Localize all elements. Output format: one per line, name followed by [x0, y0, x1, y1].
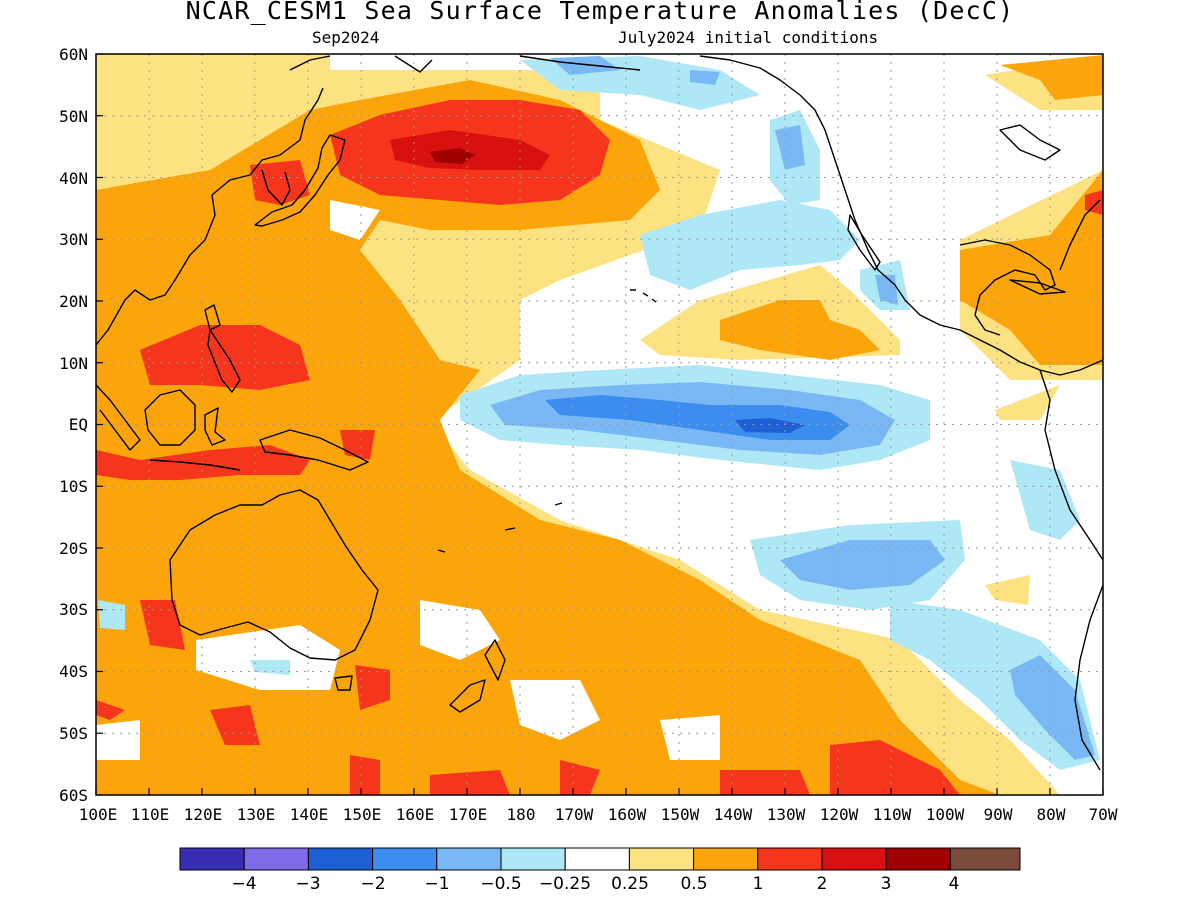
colorbar-swatch — [693, 847, 759, 871]
lon-label: 150E — [343, 805, 382, 824]
warm-region-orange — [96, 80, 1000, 795]
lat-label: 60S — [59, 786, 88, 805]
cool-region-lightblue — [640, 200, 860, 290]
lon-label: 130E — [237, 805, 276, 824]
lon-label: 170W — [555, 805, 594, 824]
lat-label: 10S — [59, 477, 88, 496]
lon-label: 150W — [661, 805, 700, 824]
lon-label: 110E — [131, 805, 170, 824]
colorbar-swatch — [949, 847, 1021, 871]
colorbar-swatch — [757, 847, 823, 871]
colorbar-swatch — [307, 847, 374, 871]
axis-ticks — [95, 53, 1104, 796]
lat-label: 60N — [59, 45, 88, 64]
colorbar-label: −1 — [424, 874, 449, 894]
lat-label: 10N — [59, 354, 88, 373]
colorbar-swatch — [628, 847, 695, 871]
lon-label: 180 — [507, 805, 536, 824]
lon-label: 70W — [1089, 805, 1118, 824]
init-conditions-label: July2024 initial conditions — [618, 28, 879, 47]
lat-label: 30S — [59, 600, 88, 619]
lon-label: 130W — [767, 805, 806, 824]
colorbar-label: 0.25 — [611, 874, 649, 894]
lon-label: 160W — [608, 805, 647, 824]
map-title: NCAR_CESM1 Sea Surface Temperature Anoma… — [185, 0, 1015, 25]
colorbar-label: −0.5 — [480, 874, 521, 894]
colorbar-label: −4 — [231, 874, 256, 894]
colorbar-label: 1 — [753, 874, 764, 894]
colorbar: −4 −3 −2 −1 −0.5 −0.25 0.25 0.5 1 2 3 4 — [179, 847, 1021, 894]
lat-label: 50N — [59, 107, 88, 126]
lon-label: 140E — [290, 805, 329, 824]
colorbar-label: 0.5 — [680, 874, 707, 894]
lat-label: 20N — [59, 292, 88, 311]
lon-label: 140W — [714, 805, 753, 824]
colorbar-label: −0.25 — [539, 874, 591, 894]
latitude-axis: 60N 50N 40N 30N 20N 10N EQ 10S 20S 30S 4… — [59, 45, 88, 805]
colorbar-label: 4 — [949, 874, 960, 894]
colorbar-swatch — [372, 847, 438, 871]
warm-core-darkred — [390, 130, 550, 170]
colorbar-label: −2 — [360, 874, 385, 894]
lon-label: 100W — [926, 805, 965, 824]
lon-label: 170E — [449, 805, 488, 824]
lat-label: 20S — [59, 539, 88, 558]
colorbar-swatch — [243, 847, 309, 871]
colorbar-swatch — [179, 847, 245, 871]
lat-label: EQ — [69, 415, 88, 434]
lat-label: 40N — [59, 169, 88, 188]
colorbar-swatch — [436, 847, 502, 871]
colorbar-label: 3 — [881, 874, 892, 894]
colorbar-swatch — [500, 847, 566, 871]
lon-label: 120E — [184, 805, 223, 824]
lon-label: 90W — [984, 805, 1013, 824]
coastlines — [96, 55, 1103, 771]
colorbar-swatch — [564, 847, 630, 871]
longitude-axis: 100E 110E 120E 130E 140E 150E 160E 170E … — [79, 805, 1118, 824]
anomaly-field — [96, 54, 1103, 795]
lon-label: 80W — [1037, 805, 1066, 824]
graticule-lines — [96, 54, 1103, 795]
lon-label: 160E — [396, 805, 435, 824]
lat-label: 50S — [59, 724, 88, 743]
lat-label: 30N — [59, 230, 88, 249]
valid-month-label: Sep2024 — [312, 28, 380, 47]
lon-label: 100E — [79, 805, 118, 824]
lon-label: 110W — [873, 805, 912, 824]
colorbar-swatch — [885, 847, 951, 871]
colorbar-swatch — [821, 847, 887, 871]
colorbar-label: −3 — [295, 874, 320, 894]
colorbar-label: 2 — [817, 874, 828, 894]
lon-label: 120W — [820, 805, 859, 824]
lat-label: 40S — [59, 662, 88, 681]
